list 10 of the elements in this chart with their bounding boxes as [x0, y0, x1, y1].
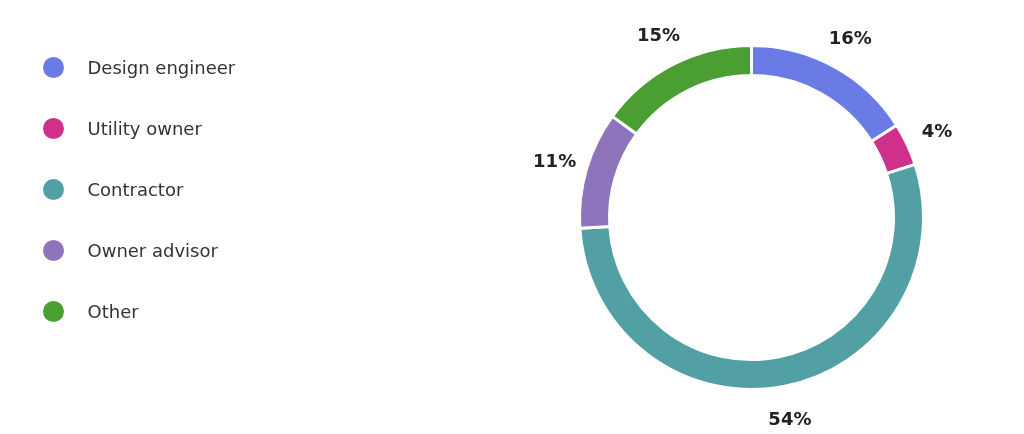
- legend-label: Design engineer: [87, 57, 236, 78]
- legend-label: Owner advisor: [87, 240, 219, 261]
- legend-label: Contractor: [87, 179, 184, 200]
- legend-label: Utility owner: [87, 118, 203, 139]
- data-label: 4%: [921, 119, 953, 141]
- data-label: 11%: [533, 149, 577, 171]
- data-label: 54%: [768, 408, 812, 430]
- data-label: 16%: [828, 27, 872, 49]
- legend-label: Other: [87, 301, 140, 322]
- data-label: 15%: [636, 24, 680, 46]
